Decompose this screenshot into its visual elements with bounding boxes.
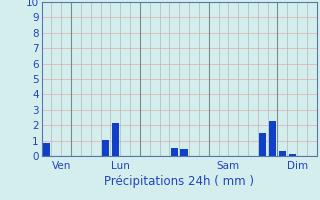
- X-axis label: Précipitations 24h ( mm ): Précipitations 24h ( mm ): [104, 175, 254, 188]
- Bar: [102, 140, 109, 156]
- Bar: [112, 123, 119, 156]
- Bar: [279, 151, 286, 156]
- Bar: [180, 149, 188, 156]
- Bar: [171, 148, 178, 156]
- Bar: [289, 154, 296, 156]
- Bar: [269, 121, 276, 156]
- Bar: [43, 143, 50, 156]
- Bar: [259, 133, 267, 156]
- Bar: [180, 154, 188, 156]
